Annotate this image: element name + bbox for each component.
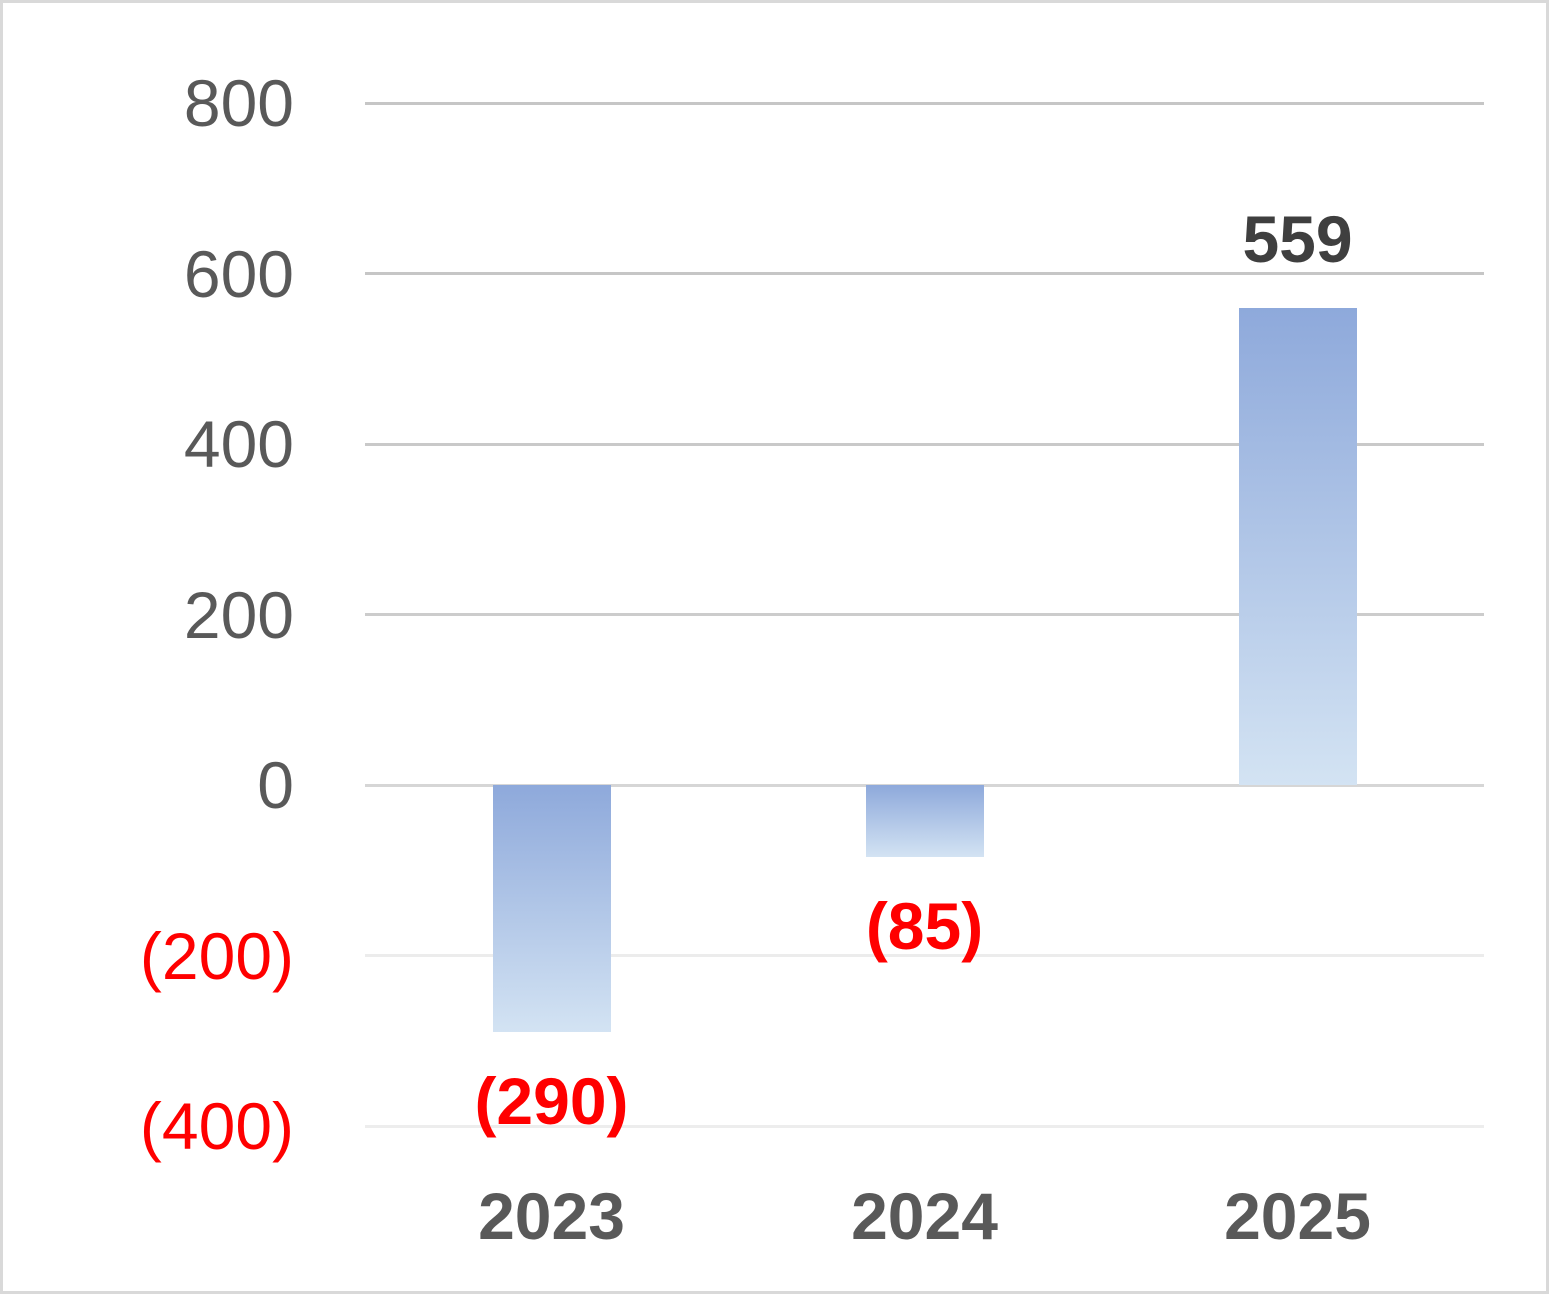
category-label-2025: 2025	[1224, 1179, 1371, 1253]
data-label-2023: (290)	[474, 1064, 629, 1139]
gridline-800	[365, 101, 1484, 105]
y-tick-label: 0	[257, 748, 294, 822]
y-tick-label: (400)	[139, 1089, 294, 1163]
y-tick-label: 800	[183, 66, 294, 140]
y-tick-label: 600	[183, 236, 294, 311]
gridline-600	[365, 272, 1484, 275]
y-tick-label: 200	[183, 577, 294, 652]
data-label-2025: 559	[1242, 202, 1353, 277]
bar-2023	[492, 785, 611, 1033]
category-label-2024: 2024	[851, 1179, 998, 1253]
y-tick-label: 400	[183, 407, 294, 481]
category-label-2023: 2023	[478, 1179, 625, 1253]
bar-2024	[865, 785, 984, 858]
data-label-2024: (85)	[865, 889, 984, 964]
y-tick-label: (200)	[139, 918, 294, 993]
bar-2025	[1238, 308, 1357, 785]
gridline--200	[365, 954, 1484, 957]
gridline-200	[365, 613, 1484, 616]
gridline--400	[365, 1124, 1484, 1128]
gridline-400	[365, 442, 1484, 446]
